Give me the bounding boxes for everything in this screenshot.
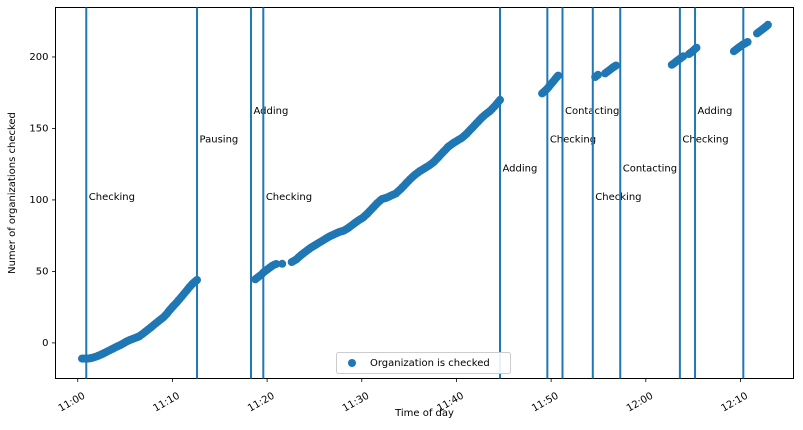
y-tick-label: 200 — [29, 52, 48, 63]
scatter-point — [554, 71, 563, 80]
scatter-point — [763, 20, 772, 29]
scatter-point — [193, 276, 201, 284]
y-tick-label: 100 — [29, 195, 48, 206]
event-label: Checking — [89, 192, 135, 203]
scatter-point — [496, 95, 504, 104]
event-label: Adding — [254, 106, 289, 117]
event-label: Adding — [698, 106, 733, 117]
event-label: Adding — [503, 163, 538, 174]
event-label: Checking — [595, 192, 641, 203]
scatter-point — [692, 43, 701, 52]
scatter-point — [594, 70, 602, 79]
scatter-point — [278, 259, 287, 268]
event-label: Checking — [550, 135, 596, 146]
event-label: Checking — [266, 192, 312, 203]
event-label: Contacting — [623, 163, 677, 174]
plot-area — [55, 7, 794, 379]
x-tick-label: 11:00 — [57, 391, 87, 415]
legend-dot-icon — [348, 359, 356, 367]
event-label: Pausing — [200, 135, 239, 146]
x-tick-label: 12:10 — [720, 391, 750, 415]
y-tick-label: 0 — [42, 338, 48, 349]
scatter-point — [612, 61, 620, 70]
legend-box — [336, 352, 511, 374]
scatter-series — [78, 20, 772, 363]
x-tick-label: 11:10 — [151, 391, 181, 415]
y-tick-label: 50 — [36, 267, 49, 278]
scatter-point — [272, 260, 281, 268]
x-tick-label: 12:00 — [625, 391, 655, 415]
x-tick-label: 11:30 — [341, 391, 371, 415]
legend-label: Organization is checked — [370, 358, 490, 369]
event-label: Checking — [682, 135, 728, 146]
x-tick-label: 11:20 — [246, 391, 276, 415]
y-tick-label: 150 — [29, 124, 48, 135]
scatter-point — [743, 38, 752, 46]
y-axis-label: Numer of organizations checked — [7, 112, 18, 274]
x-axis-label: Time of day — [394, 408, 454, 419]
x-tick-label: 11:50 — [530, 391, 560, 415]
